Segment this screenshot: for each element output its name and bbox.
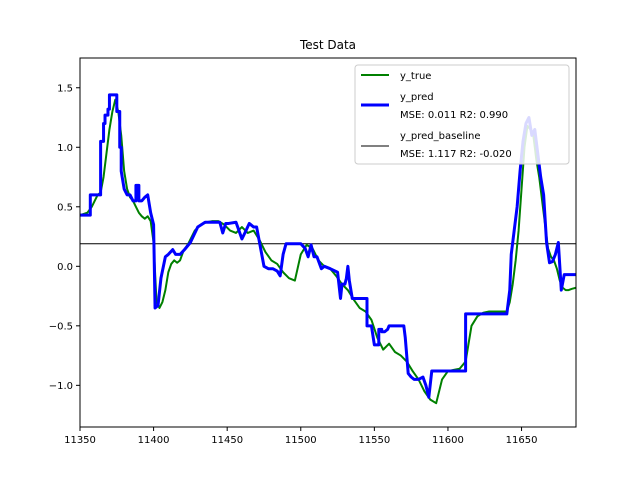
series-line-y-pred (80, 93, 576, 399)
legend-label-y-pred-baseline: MSE: 1.117 R2: -0.020 (400, 149, 512, 160)
legend-label-y-pred: y_pred (400, 92, 434, 103)
y-tick-label: 0.5 (57, 202, 73, 213)
y-tick-label: −1.0 (49, 381, 73, 392)
legend-label-y-pred-baseline: y_pred_baseline (400, 131, 481, 142)
axes-layer: 11350 11400 11450 11500 11550 11600 11650 −1.0 −… (49, 57, 577, 446)
series-line-y-true (80, 98, 576, 405)
x-tick-label: 11450 (211, 435, 243, 446)
series-layer (80, 93, 576, 405)
legend-box (354, 64, 570, 165)
x-tick-label: 11400 (138, 435, 170, 446)
y-tick-label: 1.0 (57, 143, 73, 154)
chart-title: Test Data (299, 38, 356, 52)
axes-frame (79, 57, 577, 428)
y-tick-label: 0.0 (57, 262, 73, 273)
x-tick-label: 11500 (285, 435, 317, 446)
legend-label-y-true: y_true (400, 71, 431, 82)
y-tick-label: 1.5 (57, 83, 73, 94)
legend-label-y-pred: MSE: 0.011 R2: 0.990 (400, 110, 508, 121)
x-tick-label: 11550 (358, 435, 390, 446)
legend: y_true y_pred MSE: 0.011 R2: 0.990 y_pred_… (354, 64, 570, 165)
x-tick-label: 11600 (432, 435, 464, 446)
x-tick-label: 11350 (64, 435, 96, 446)
y-tick-label: −0.5 (49, 321, 73, 332)
x-tick-label: 11650 (506, 435, 538, 446)
